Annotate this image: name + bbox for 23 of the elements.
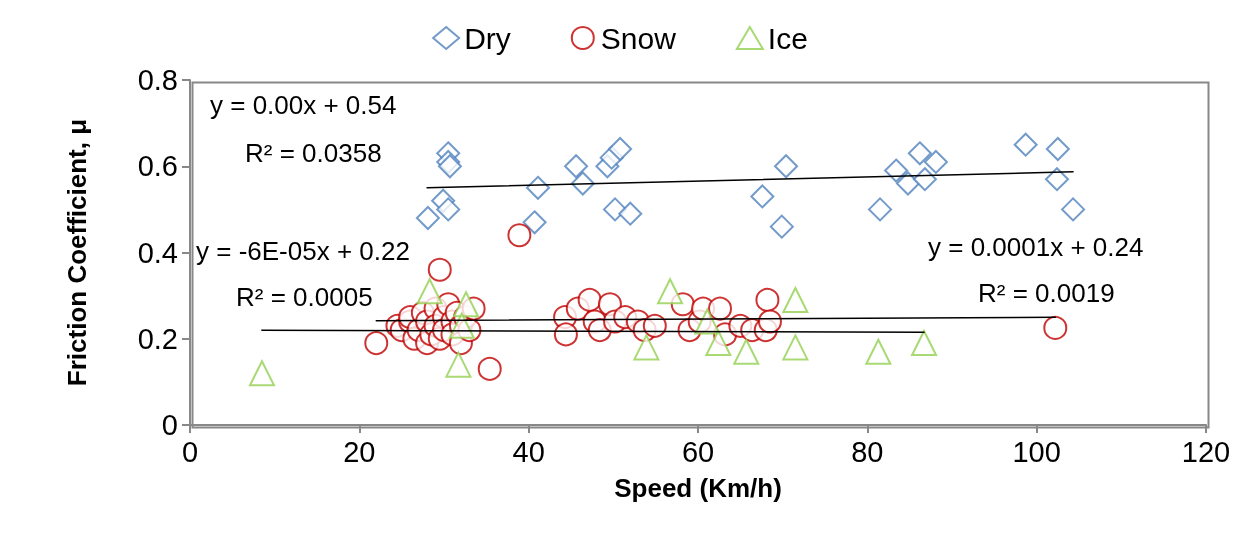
y-tick-label: 0.8 (137, 64, 178, 96)
annotation: y = -6E-05x + 0.22 (196, 236, 410, 266)
legend-label: Dry (464, 21, 511, 55)
x-tick-label: 20 (343, 435, 376, 468)
legend-label: Ice (767, 21, 808, 55)
y-tick-label: 0.2 (137, 322, 178, 355)
annotation: y = 0.00x + 0.54 (210, 90, 397, 120)
annotation: R² = 0.0019 (978, 278, 1115, 308)
x-tick-label: 100 (1012, 435, 1061, 468)
annotation: R² = 0.0005 (236, 282, 373, 312)
x-tick-label: 80 (851, 435, 884, 468)
y-tick-label: 0.6 (137, 150, 178, 183)
y-tick-label: 0.4 (137, 236, 178, 269)
legend-label: Snow (600, 21, 677, 55)
x-tick-label: 120 (1181, 435, 1231, 468)
x-tick-label: 60 (681, 435, 715, 468)
x-tick-label: 40 (512, 435, 545, 468)
x-axis-title: Speed (Km/h) (614, 473, 782, 503)
x-tick-label: 0 (181, 435, 199, 468)
annotation: R² = 0.0358 (245, 138, 382, 168)
y-tick-label: 0 (161, 409, 178, 441)
annotation: y = 0.0001x + 0.24 (928, 232, 1144, 262)
y-axis-title: Friction Coefficient, μ (62, 118, 92, 387)
